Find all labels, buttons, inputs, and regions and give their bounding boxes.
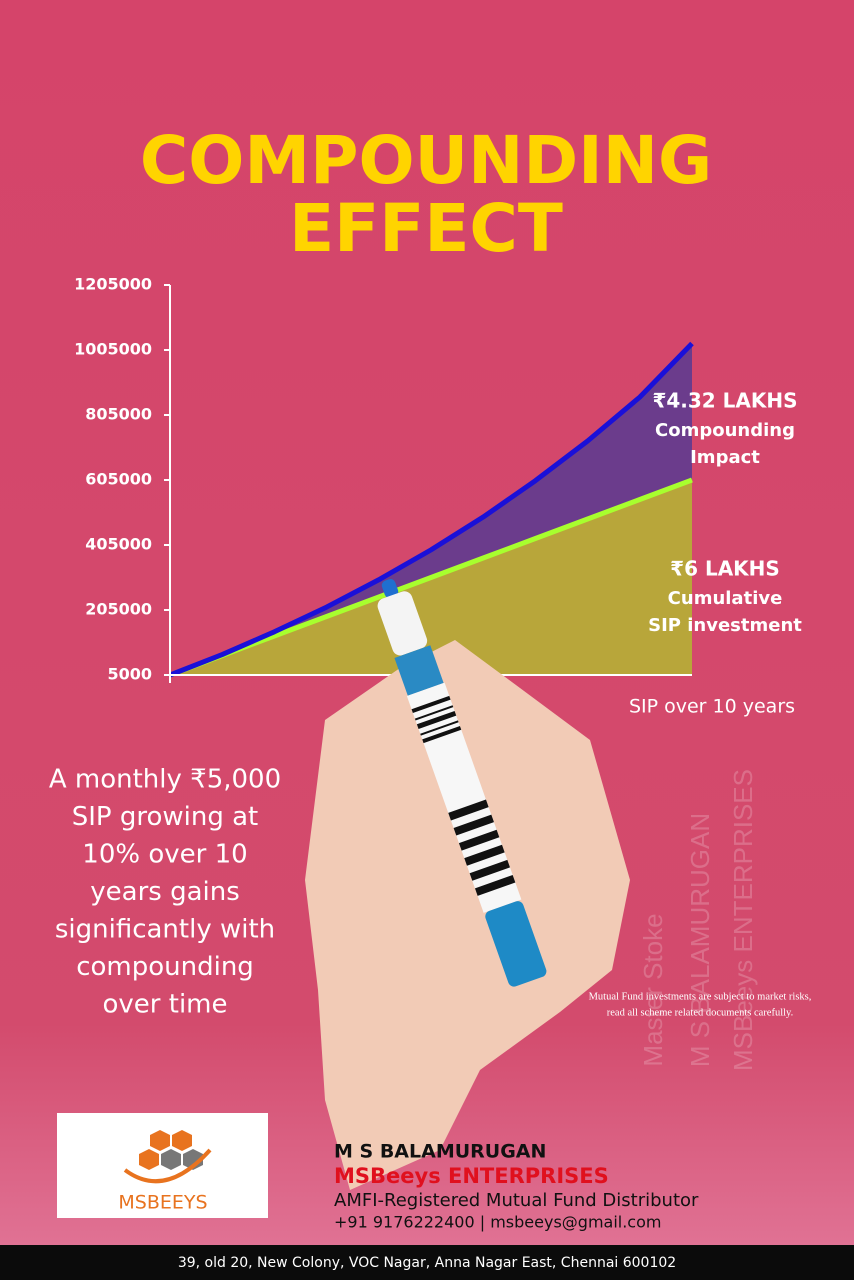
footer-bar [0,1245,854,1280]
address: 39, old 20, New Colony, VOC Nagar, Anna … [178,1255,676,1271]
description-line: 10% over 10 [82,840,247,870]
area-fill [170,343,692,675]
description-line: SIP growing at [72,802,259,832]
watermarks: Master Stoke M S BALAMURUGAN MSBeeys ENTER… [638,769,758,1071]
contact: +91 9176222400 | msbeeys@gmail.com [334,1213,661,1232]
line [169,477,693,678]
company: MSBeeys ENTERPRISES [334,1164,609,1188]
watermark: MSBeeys ENTERPRISES [728,769,758,1071]
description-line: years gains [90,877,240,907]
role: AMFI-Registered Mutual Fund Distributor [334,1190,699,1211]
y-tick-label: 805000 [85,405,152,424]
annotation-text: Compounding [655,420,795,441]
hand [305,579,630,1190]
y-tick-label: 405000 [85,535,152,554]
watermark: M S BALAMURUGAN [685,813,715,1067]
logo-icon [123,1130,212,1184]
description-line: compounding [76,952,254,982]
y-tick-label: 605000 [85,470,152,489]
annotation-title: ₹6 LAKHS [670,557,780,581]
watermark: Master Stoke [638,913,668,1066]
disclaimer-line: Mutual Fund investments are subject to m… [589,991,812,1002]
chart-title: EFFECT [289,190,563,267]
disclaimer: Mutual Fund investments are subject to m… [589,991,812,1018]
description: A monthly ₹5,000 SIP growing at 10% over 1… [49,765,281,1020]
y-tick-label: 1005000 [74,340,152,359]
chart-title: COMPOUNDING [140,122,712,199]
annotation-text: SIP investment [648,615,802,636]
description-line: A monthly ₹5,000 [49,765,281,795]
y-tick-label: 5000 [107,665,152,684]
description-line: significantly with [55,915,275,945]
annotation-text: Impact [690,447,760,468]
logo-text: MSBEEYS [118,1192,207,1214]
x-axis-label: SIP over 10 years [629,696,795,718]
line [169,341,694,678]
annotation-text: Cumulative [668,588,783,609]
description-line: over time [103,990,228,1020]
y-tick-label: 1205000 [74,275,152,294]
name: M S BALAMURUGAN [334,1141,546,1163]
disclaimer-line: read all scheme related documents carefu… [607,1007,793,1018]
chart: 5000 205000 405000 605000 805000 1005000 12050… [74,275,802,684]
annotation-title: ₹4.32 LAKHS [652,389,797,413]
y-tick-label: 205000 [85,600,152,619]
